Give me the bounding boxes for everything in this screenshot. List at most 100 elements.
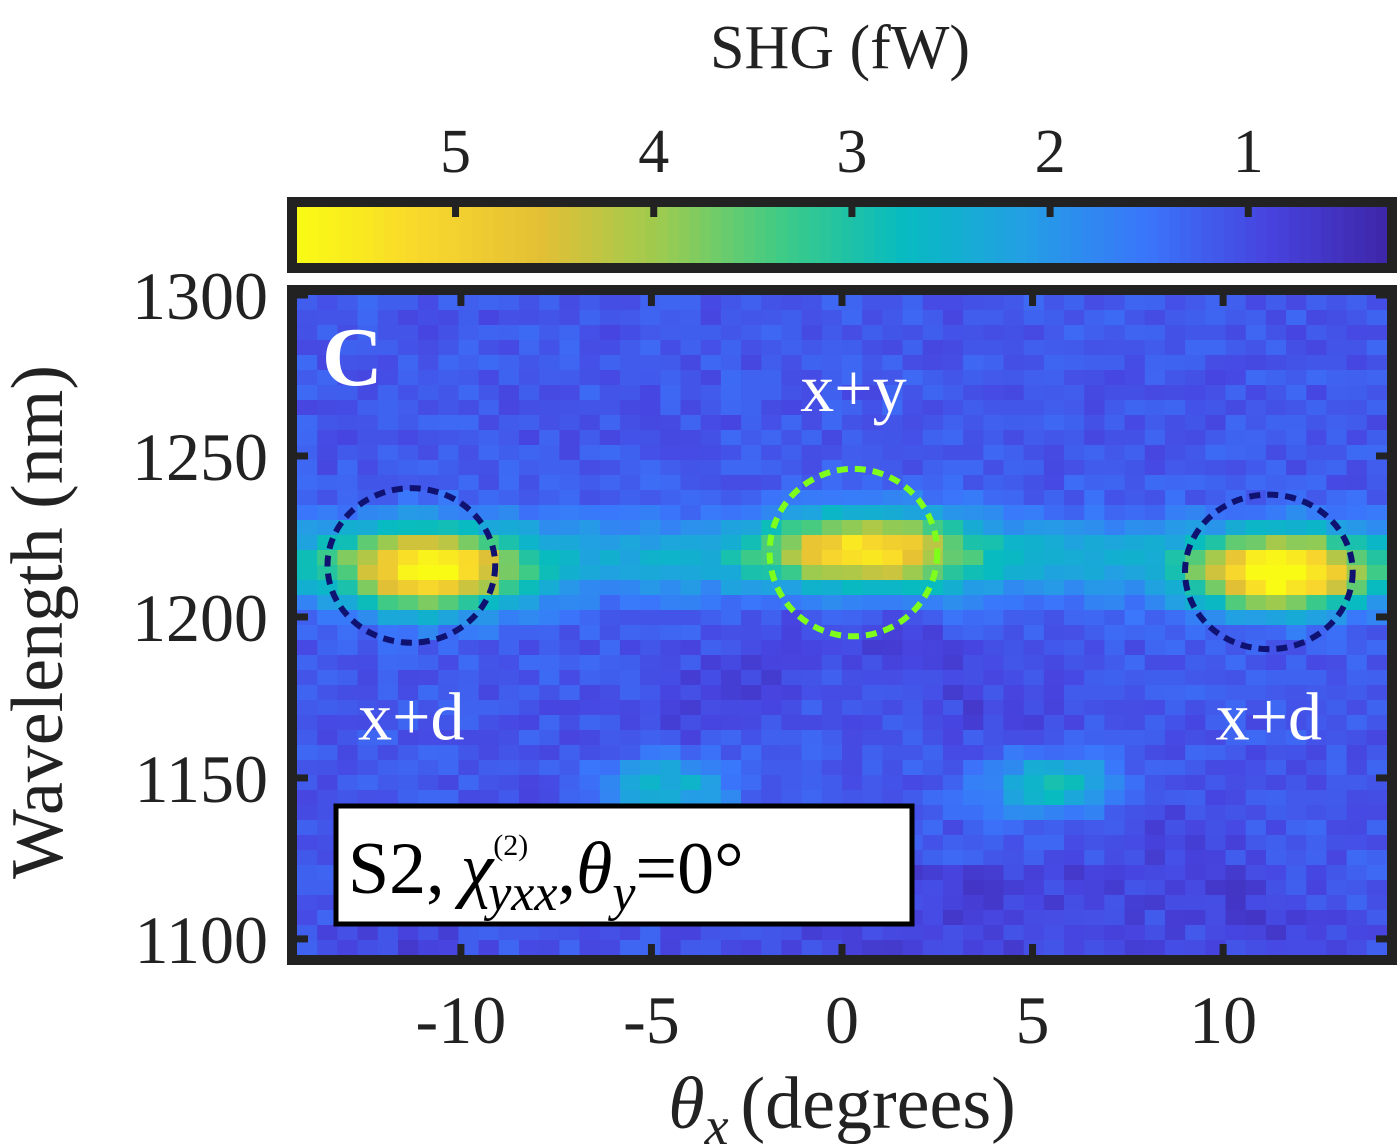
heatmap-cell: [1265, 775, 1287, 791]
heatmap-cell: [882, 640, 904, 656]
heatmap-cell: [1265, 760, 1287, 776]
heatmap-cell: [1366, 385, 1388, 401]
heatmap-cell: [700, 475, 722, 491]
heatmap-cell: [317, 400, 338, 416]
heatmap-cell: [1225, 355, 1247, 371]
heatmap-cell: [741, 400, 762, 416]
heatmap-cell: [599, 595, 621, 611]
heatmap-cell: [842, 445, 863, 461]
heatmap-cell: [1084, 475, 1106, 491]
heatmap-cell: [1225, 655, 1247, 671]
legend-theta-subscript: y: [607, 865, 636, 922]
heatmap-cell: [539, 745, 561, 761]
heatmap-cell: [1023, 715, 1045, 731]
heatmap-cell: [377, 760, 399, 776]
heatmap-cell: [498, 925, 520, 941]
heatmap-cell: [619, 520, 641, 536]
heatmap-cell: [317, 475, 338, 491]
heatmap-cell: [1084, 760, 1106, 776]
heatmap-cell: [1346, 610, 1368, 626]
heatmap-cell: [1306, 370, 1328, 386]
heatmap-cell: [1346, 415, 1368, 431]
heatmap-cell: [1225, 940, 1247, 956]
hotspot-circle: [324, 485, 499, 646]
colorbar-cell: [929, 207, 942, 263]
heatmap-cell: [478, 940, 500, 956]
heatmap-cell: [438, 940, 460, 956]
heatmap-cell: [720, 685, 742, 701]
heatmap-cell: [640, 340, 661, 356]
heatmap-cell: [882, 370, 904, 386]
heatmap-cell: [1225, 895, 1247, 911]
heatmap-cell: [720, 310, 742, 326]
colorbar-cell: [318, 207, 331, 263]
heatmap-cell: [660, 580, 682, 596]
heatmap-cell: [1144, 880, 1166, 896]
heatmap-cell: [1245, 355, 1267, 371]
heatmap-cell: [397, 490, 419, 506]
heatmap-cell: [559, 295, 581, 311]
heatmap-cell: [377, 565, 399, 581]
heatmap-cell: [559, 670, 581, 686]
heatmap-cell: [1003, 910, 1025, 926]
heatmap-cell: [1064, 595, 1085, 611]
heatmap-cell: [478, 325, 500, 341]
heatmap-cell: [619, 400, 641, 416]
heatmap-cell: [519, 700, 540, 716]
heatmap-cell: [1306, 820, 1328, 836]
heatmap-cell: [640, 565, 661, 581]
heatmap-cell: [1245, 940, 1267, 956]
heatmap-cell: [1366, 820, 1388, 836]
heatmap-cell: [418, 355, 439, 371]
heatmap-cell: [1144, 835, 1166, 851]
heatmap-cell: [579, 445, 601, 461]
heatmap-cell: [619, 595, 641, 611]
heatmap-cell: [1124, 580, 1146, 596]
heatmap-cell: [438, 400, 460, 416]
heatmap-cell: [579, 925, 601, 941]
heatmap-cell: [297, 910, 318, 926]
heatmap-cell: [720, 385, 742, 401]
heatmap-cell: [357, 445, 379, 461]
heatmap-cell: [801, 685, 823, 701]
heatmap-cell: [438, 355, 460, 371]
heatmap-cell: [1225, 835, 1247, 851]
heatmap-cell: [1265, 625, 1287, 641]
heatmap-cell: [1366, 865, 1388, 881]
heatmap-cell: [761, 790, 783, 806]
heatmap-cell: [1144, 490, 1166, 506]
heatmap-cell: [317, 820, 338, 836]
heatmap-cell: [1346, 430, 1368, 446]
heatmap-cell: [983, 670, 1005, 686]
heatmap-cell: [1144, 565, 1166, 581]
heatmap-cell: [317, 670, 338, 686]
heatmap-cell: [478, 625, 500, 641]
heatmap-cell: [297, 670, 318, 686]
heatmap-cell: [1104, 790, 1126, 806]
heatmap-cell: [741, 460, 762, 476]
heatmap-cell: [700, 565, 722, 581]
heatmap-cell: [720, 610, 742, 626]
heatmap-cell: [741, 475, 762, 491]
heatmap-cell: [720, 925, 742, 941]
heatmap-cell: [942, 385, 964, 401]
heatmap-cell: [902, 430, 924, 446]
heatmap-cell: [357, 430, 379, 446]
heatmap-cell: [397, 325, 419, 341]
heatmap-cell: [1366, 370, 1388, 386]
heatmap-cell: [942, 925, 964, 941]
heatmap-cell: [1064, 880, 1085, 896]
heatmap-cell: [297, 460, 318, 476]
heatmap-cell: [559, 700, 581, 716]
heatmap-cell: [337, 775, 359, 791]
heatmap-cell: [942, 370, 964, 386]
x-tick-label: 10: [1189, 982, 1257, 1058]
heatmap-cell: [781, 625, 803, 641]
heatmap-cell: [297, 850, 318, 866]
heatmap-cell: [761, 670, 783, 686]
heatmap-cell: [1023, 925, 1045, 941]
heatmap-cell: [660, 640, 682, 656]
heatmap-cell: [1043, 415, 1065, 431]
heatmap-cell: [1164, 505, 1186, 521]
heatmap-cell: [1164, 535, 1186, 551]
